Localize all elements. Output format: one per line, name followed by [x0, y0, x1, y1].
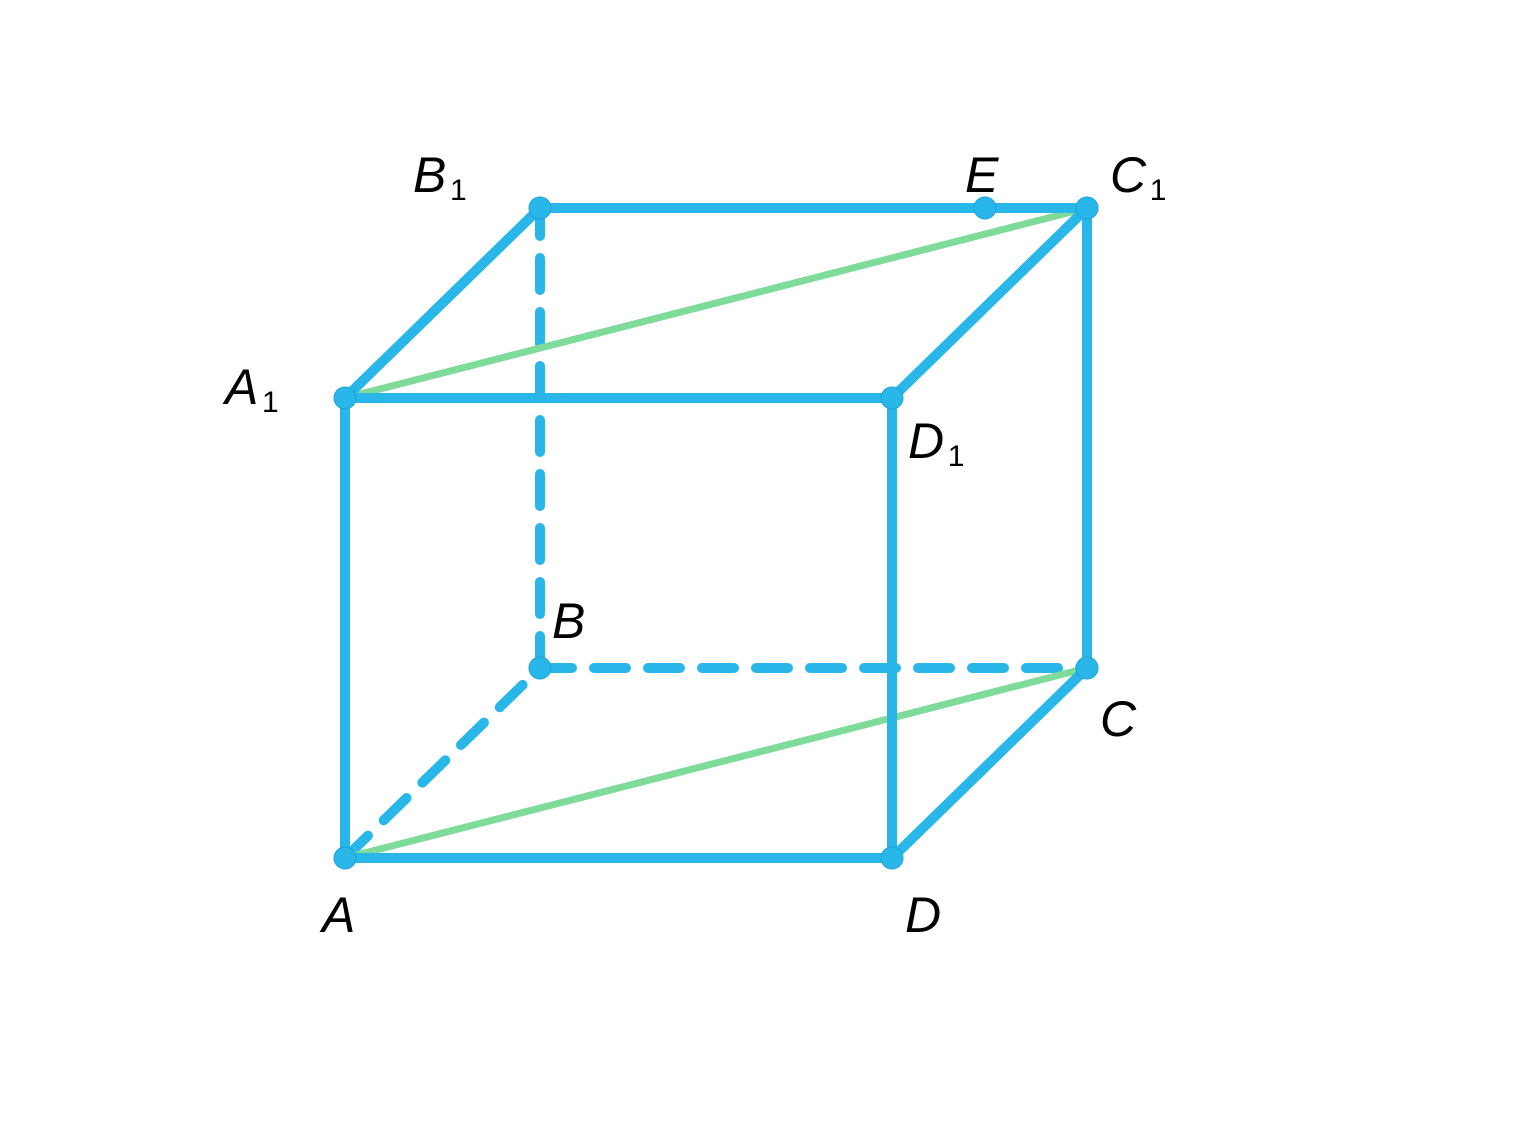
vertex-B1 — [529, 197, 551, 219]
cube-diagram: A B C D A1 B1 C1 D1 E — [0, 0, 1536, 1134]
diagonals — [345, 208, 1087, 858]
label-D: D — [905, 886, 941, 944]
vertex-A1 — [334, 387, 356, 409]
label-E: E — [965, 146, 998, 204]
vertex-B — [529, 657, 551, 679]
label-B1: B1 — [413, 146, 467, 204]
label-B: B — [552, 592, 585, 650]
label-D1: D1 — [908, 412, 964, 470]
vertex-C1 — [1076, 197, 1098, 219]
label-C: C — [1100, 690, 1136, 748]
vertex-D — [881, 847, 903, 869]
label-A1: A1 — [225, 358, 279, 416]
label-A: A — [322, 886, 355, 944]
diagram-svg — [0, 0, 1536, 1134]
vertex-A — [334, 847, 356, 869]
vertex-D1 — [881, 387, 903, 409]
label-C1: C1 — [1110, 146, 1166, 204]
vertex-C — [1076, 657, 1098, 679]
